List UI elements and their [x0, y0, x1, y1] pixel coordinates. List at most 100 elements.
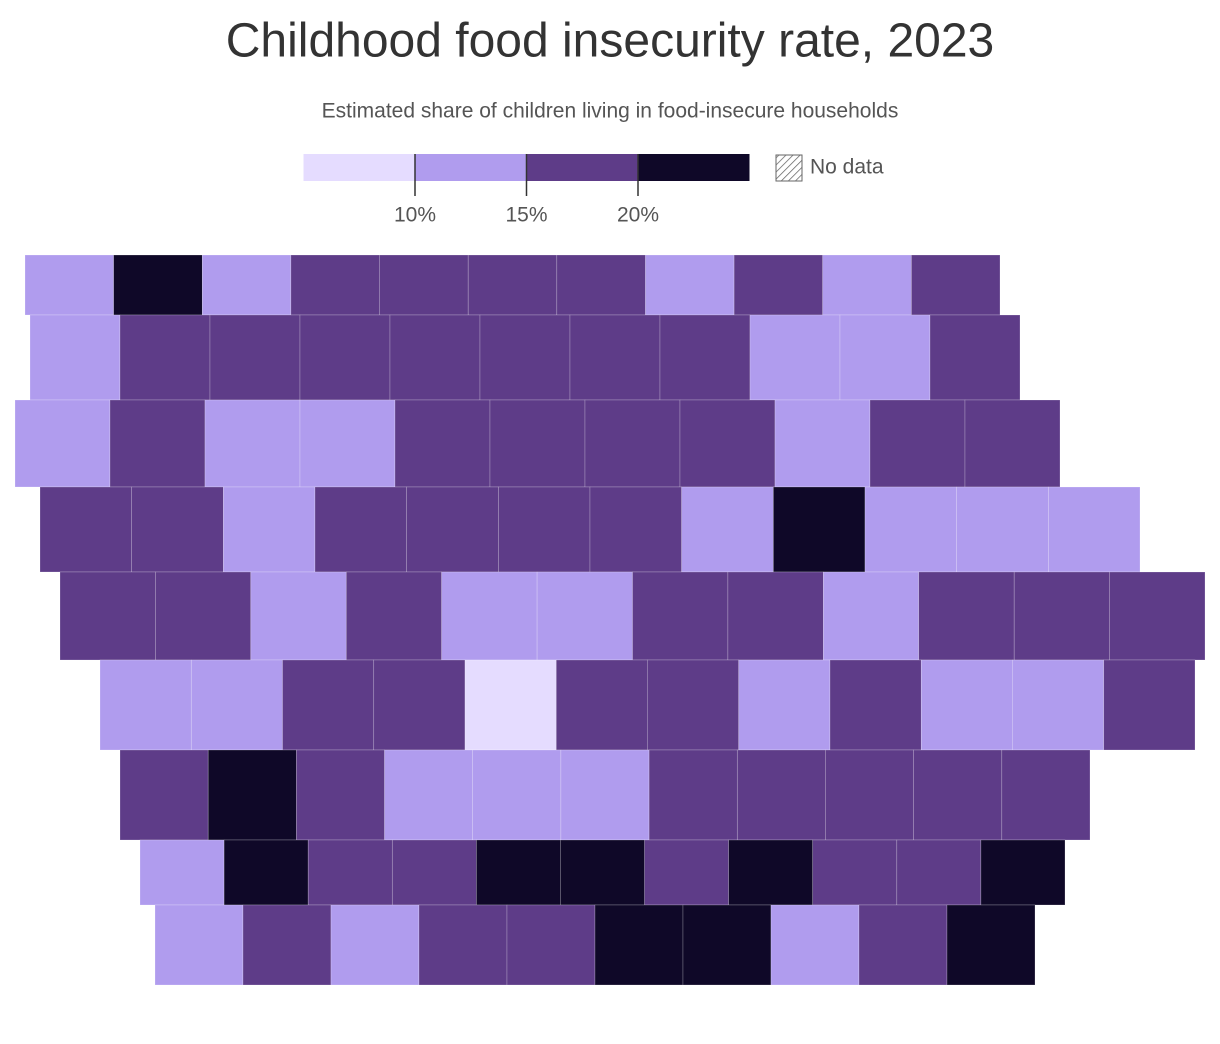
county	[647, 659, 740, 751]
county	[29, 314, 121, 401]
legend-swatch	[638, 154, 750, 181]
county	[39, 486, 132, 573]
county-map	[14, 254, 1206, 986]
county	[825, 749, 914, 841]
county	[314, 486, 407, 573]
county	[773, 486, 866, 573]
county	[345, 571, 442, 661]
legend-tick-label: 10%	[394, 204, 436, 227]
county	[282, 659, 375, 751]
title: Childhood food insecurity rate, 2023	[226, 15, 995, 68]
county	[956, 486, 1049, 573]
county	[498, 486, 591, 573]
county	[913, 749, 1003, 841]
county	[770, 904, 860, 986]
county	[774, 399, 871, 488]
county	[330, 904, 420, 986]
legend-tick-label: 15%	[505, 204, 547, 227]
county	[869, 399, 966, 488]
county	[113, 254, 203, 316]
county	[920, 659, 1013, 751]
county	[822, 254, 912, 316]
county	[389, 314, 481, 401]
county	[1103, 659, 1196, 751]
county	[556, 254, 646, 316]
county	[645, 254, 735, 316]
county	[594, 904, 684, 986]
county	[154, 904, 244, 986]
county	[464, 659, 557, 751]
county	[489, 399, 586, 488]
county	[14, 399, 111, 488]
county	[406, 486, 499, 573]
county	[190, 659, 283, 751]
legend-swatch	[303, 154, 415, 181]
county	[682, 904, 772, 986]
county	[736, 749, 826, 841]
county	[418, 904, 508, 986]
no-data-label: No data	[810, 156, 884, 179]
county	[644, 839, 729, 906]
county	[299, 314, 391, 401]
county	[131, 486, 224, 573]
county	[589, 486, 682, 573]
county	[632, 571, 729, 661]
county	[391, 839, 477, 906]
county	[59, 571, 156, 661]
county	[929, 314, 1021, 401]
county	[733, 254, 824, 316]
county	[839, 314, 931, 401]
county	[1013, 571, 1110, 661]
county	[812, 839, 898, 906]
county	[467, 254, 558, 316]
county	[250, 571, 347, 661]
county	[918, 571, 1015, 661]
county	[681, 486, 774, 573]
county	[201, 254, 292, 316]
county	[506, 904, 596, 986]
county	[119, 749, 209, 841]
county	[659, 314, 751, 401]
county	[384, 749, 474, 841]
legend: No data 10% 15% 20%	[303, 154, 884, 227]
county	[99, 659, 192, 751]
county	[379, 254, 469, 316]
county	[109, 399, 206, 488]
county	[472, 749, 562, 841]
county	[555, 659, 648, 751]
county	[296, 749, 385, 841]
county	[119, 314, 211, 401]
county	[829, 659, 922, 751]
county	[299, 399, 396, 488]
county	[911, 254, 1001, 316]
county	[290, 254, 380, 316]
county	[679, 399, 776, 488]
county	[536, 571, 633, 661]
county	[728, 839, 814, 906]
county	[242, 904, 332, 986]
county	[441, 571, 538, 661]
county	[24, 254, 114, 316]
subtitle: Estimated share of children living in fo…	[322, 100, 899, 123]
county	[1012, 659, 1105, 751]
county	[727, 571, 824, 661]
county	[1048, 486, 1141, 573]
county	[204, 399, 301, 488]
county	[946, 904, 1036, 986]
county	[155, 571, 252, 661]
county	[858, 904, 948, 986]
county	[749, 314, 841, 401]
county	[560, 749, 650, 841]
county	[584, 399, 681, 488]
county	[223, 486, 316, 573]
legend-tick-label: 20%	[617, 204, 659, 227]
county	[738, 659, 831, 751]
county	[1109, 571, 1206, 661]
legend-swatch	[415, 154, 527, 181]
county	[980, 839, 1066, 906]
county	[139, 839, 225, 906]
county	[373, 659, 466, 751]
county	[223, 839, 309, 906]
county	[207, 749, 297, 841]
